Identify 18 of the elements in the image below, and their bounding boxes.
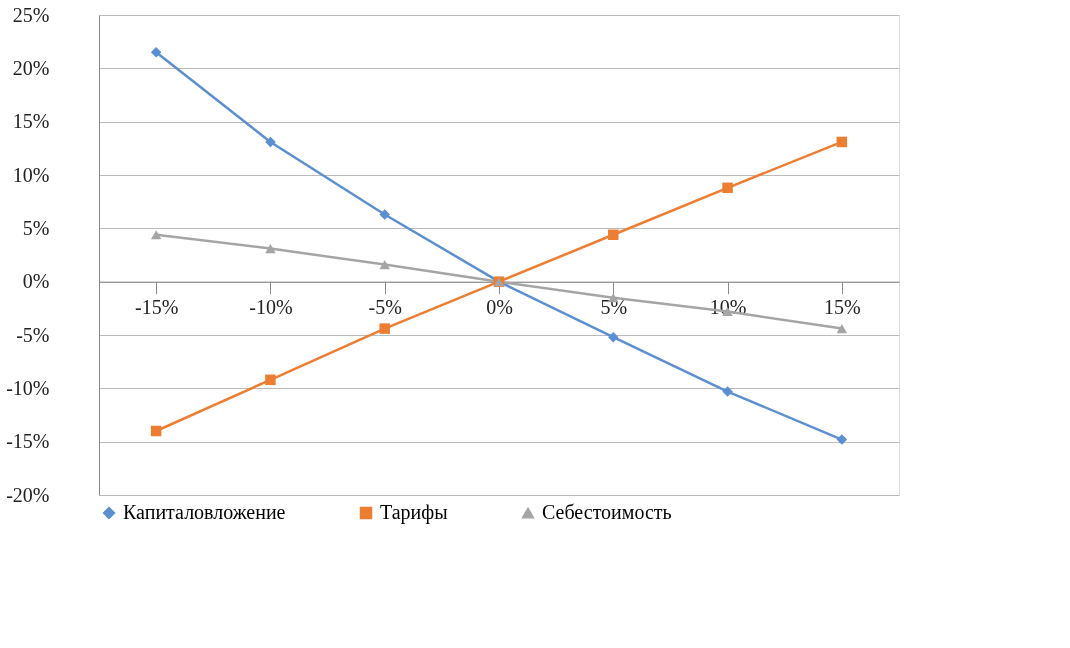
y-tick-label: 10% [12,163,50,186]
x-tick-label: -10% [249,296,293,319]
y-tick-label: 0% [22,270,50,293]
y-tick-label: -20% [6,483,50,506]
y-tick-label: -5% [16,323,50,346]
y-tick-label: 5% [22,216,50,239]
y-tick-label: 25% [12,3,50,26]
x-tick-label: 0% [486,296,513,319]
y-tick-label: -10% [6,376,50,399]
y-tick-label: 20% [12,56,50,79]
x-tick-label: -5% [368,296,402,319]
y-tick-label: -15% [6,430,50,453]
legend-label: Тарифы [380,501,448,524]
x-tick-label: 15% [824,296,861,319]
legend-label: Капиталовложение [123,501,286,523]
legend-label: Себестоимость [542,501,672,523]
x-tick-label: -15% [134,296,179,319]
y-tick-label: 15% [12,110,50,133]
